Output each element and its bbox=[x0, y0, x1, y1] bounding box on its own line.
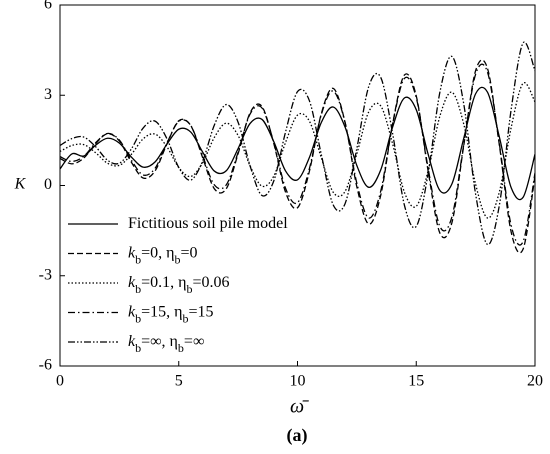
y-axis-label: K bbox=[14, 176, 27, 193]
legend-label: Fictitious soil pile model bbox=[128, 215, 288, 232]
x-tick-label: 5 bbox=[175, 373, 183, 390]
legend-label: kb=0, ηb=0 bbox=[128, 244, 198, 266]
y-tick-label: 3 bbox=[44, 86, 52, 103]
x-tick-label: 20 bbox=[527, 373, 543, 390]
series-line bbox=[60, 63, 535, 246]
legend-label: kb=0.1, ηb=0.06 bbox=[128, 274, 230, 296]
legend-label: kb=∞, ηb=∞ bbox=[128, 333, 204, 355]
series-line bbox=[60, 86, 535, 201]
y-tick-label: -6 bbox=[39, 357, 52, 374]
x-tick-label: 15 bbox=[408, 373, 424, 390]
legend-label: kb=15, ηb=15 bbox=[128, 303, 214, 325]
series-line bbox=[60, 41, 535, 246]
caption: (a) bbox=[287, 425, 308, 446]
series-line bbox=[60, 82, 535, 219]
x-axis-label: ω̄ bbox=[290, 396, 309, 418]
y-tick-label: 6 bbox=[44, 0, 52, 13]
y-tick-label: -3 bbox=[39, 266, 52, 283]
x-tick-label: 10 bbox=[290, 373, 306, 390]
x-tick-label: 0 bbox=[56, 373, 64, 390]
y-tick-label: 0 bbox=[44, 176, 52, 193]
